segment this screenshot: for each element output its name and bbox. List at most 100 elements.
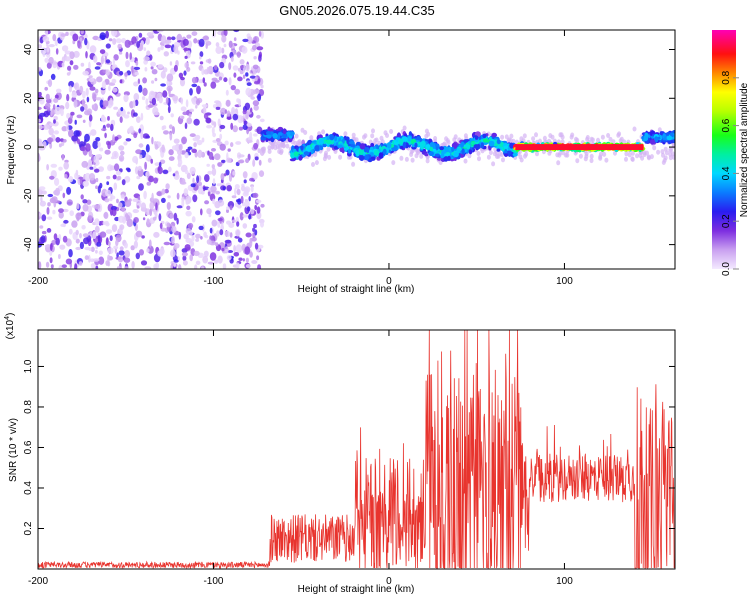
spectrogram-cell bbox=[113, 136, 119, 141]
spectrogram-cell bbox=[245, 264, 251, 268]
spectrogram-cell bbox=[210, 185, 217, 193]
spectrogram-cell bbox=[619, 136, 624, 142]
spectrogram-cell bbox=[258, 54, 262, 62]
spectrogram-cell bbox=[160, 45, 164, 51]
spectrogram-cell bbox=[217, 217, 223, 222]
spectrogram-cell bbox=[180, 76, 185, 81]
spectrogram-cell bbox=[81, 160, 89, 168]
spectrogram-cell bbox=[251, 237, 257, 242]
spectrogram-cell bbox=[414, 153, 419, 159]
spectrogram-cell bbox=[269, 128, 274, 133]
spectrogram-y-tick-label: -40 bbox=[23, 237, 34, 252]
spectrogram-cell bbox=[123, 257, 131, 263]
spectrogram-cell bbox=[229, 205, 233, 211]
snr-y-tick-label: 1.0 bbox=[23, 359, 34, 373]
spectrogram-cell bbox=[416, 136, 421, 141]
strong-tone-band bbox=[515, 144, 644, 150]
spectrogram-cell bbox=[68, 85, 72, 93]
spectrogram-cell bbox=[254, 242, 259, 250]
spectrogram-cell bbox=[235, 229, 240, 237]
spectrogram-cell bbox=[561, 150, 566, 156]
spectrogram-cell bbox=[186, 34, 192, 39]
spectrogram-cell bbox=[66, 112, 71, 119]
spectrogram-cell bbox=[238, 126, 243, 131]
spectrogram-cell bbox=[84, 255, 89, 260]
spectrogram-cell bbox=[182, 111, 188, 116]
snr-y-exponent: (x104) bbox=[4, 313, 16, 340]
spectrogram-cell bbox=[355, 149, 360, 157]
spectrogram-cell bbox=[173, 64, 178, 72]
spectrogram-cell bbox=[76, 114, 83, 119]
spectrogram-cell bbox=[65, 258, 73, 265]
spectrogram-cell bbox=[617, 131, 622, 137]
spectrogram-cell bbox=[75, 246, 82, 251]
spectrogram-cell bbox=[206, 239, 212, 245]
spectrogram-cell bbox=[44, 57, 49, 63]
spectrogram-cell bbox=[226, 185, 232, 192]
spectrogram-cell bbox=[193, 250, 200, 257]
snr-y-tick-label: 0.6 bbox=[23, 440, 34, 454]
spectrogram-cell bbox=[146, 50, 151, 56]
spectrogram-cell bbox=[38, 153, 41, 162]
spectrogram-cell bbox=[115, 38, 122, 44]
spectrogram-cell bbox=[173, 45, 179, 54]
spectrogram-cell bbox=[168, 124, 173, 129]
spectrogram-cell bbox=[155, 202, 158, 211]
spectrogram-cell bbox=[55, 187, 60, 196]
spectrogram-cell bbox=[212, 104, 218, 109]
spectrogram-cell bbox=[185, 210, 192, 217]
spectrogram-cell bbox=[523, 153, 527, 159]
spectrogram-cell bbox=[55, 88, 62, 94]
spectrogram-cell bbox=[182, 255, 187, 261]
spectrogram-cell bbox=[100, 55, 104, 65]
spectrogram-cell bbox=[249, 251, 253, 258]
spectrogram-cell bbox=[200, 208, 203, 216]
spectrogram-cell bbox=[192, 177, 195, 184]
spectrogram-cell bbox=[570, 132, 575, 138]
spectrogram-cell bbox=[223, 30, 228, 37]
spectrogram-cell bbox=[212, 178, 216, 185]
spectrogram-cell bbox=[647, 155, 651, 161]
spectrogram-cell bbox=[212, 132, 217, 138]
spectrogram-cell bbox=[152, 216, 157, 221]
spectrogram-cell bbox=[182, 38, 189, 47]
spectrogram-cell bbox=[207, 261, 215, 265]
spectrogram-cell bbox=[225, 89, 229, 96]
spectrogram-cell bbox=[105, 59, 111, 64]
spectrogram-cell bbox=[253, 56, 257, 60]
spectrogram-cell bbox=[254, 229, 258, 236]
spectrogram-cell bbox=[135, 230, 143, 238]
spectrogram-cell bbox=[158, 213, 162, 222]
spectrogram-cell bbox=[50, 163, 58, 168]
spectrogram-cell bbox=[254, 204, 258, 211]
spectrogram-cell bbox=[203, 82, 207, 87]
spectrogram-cell bbox=[251, 260, 258, 264]
spectrogram-cell bbox=[156, 30, 164, 33]
figure-title: GN05.2026.075.19.44.C35 bbox=[279, 3, 434, 18]
spectrogram-cell bbox=[101, 116, 107, 123]
spectrogram-cell bbox=[234, 187, 237, 196]
spectrogram-cell bbox=[95, 97, 102, 101]
spectrogram-cell bbox=[145, 36, 150, 45]
spectrogram-cell bbox=[106, 123, 111, 128]
spectrogram-cell bbox=[95, 88, 99, 94]
spectrogram-cell bbox=[439, 146, 444, 151]
spectrogram-cell bbox=[267, 149, 272, 154]
spectrogram-cell bbox=[191, 216, 196, 223]
spectrogram-cell bbox=[367, 158, 373, 163]
spectrogram-cell bbox=[62, 208, 69, 213]
spectrogram-cell bbox=[303, 151, 310, 156]
spectrogram-cell bbox=[107, 254, 111, 262]
spectrogram-cell bbox=[261, 146, 265, 152]
spectrogram-cell bbox=[463, 139, 469, 143]
spectrogram-cell bbox=[52, 104, 56, 110]
spectrogram-cell bbox=[118, 154, 125, 162]
spectrogram-cell bbox=[183, 47, 190, 51]
spectrogram-cell bbox=[109, 197, 113, 202]
spectrogram-cell bbox=[226, 255, 232, 261]
spectrogram-cell bbox=[38, 106, 42, 110]
spectrogram-cell bbox=[119, 224, 125, 230]
spectrogram-cell bbox=[245, 232, 252, 238]
spectrogram-cell bbox=[157, 47, 161, 52]
spectrogram-cell bbox=[168, 81, 173, 86]
